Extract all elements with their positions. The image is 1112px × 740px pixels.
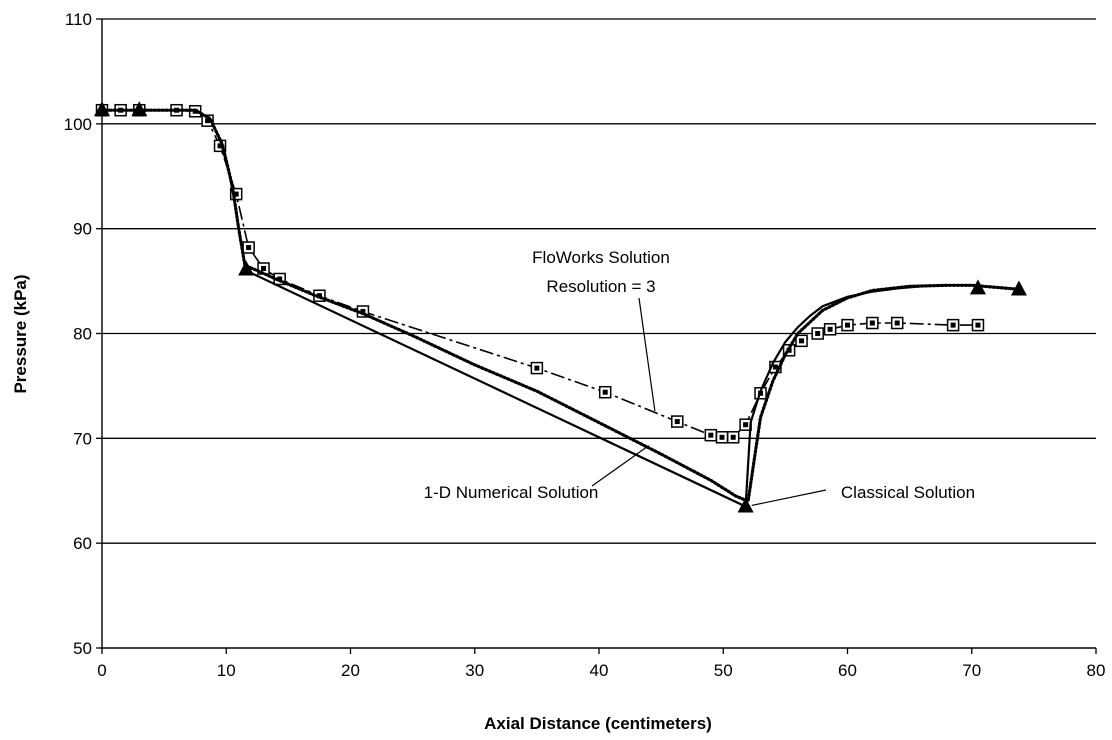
- floworks-marker-inner: [261, 266, 267, 272]
- floworks-marker-inner: [602, 389, 608, 395]
- annotation-numerical: 1-D Numerical Solution: [424, 483, 599, 502]
- floworks-marker-inner: [246, 245, 252, 251]
- floworks-marker-inner: [233, 191, 239, 197]
- classical-marker: [737, 497, 754, 513]
- floworks-marker-inner: [708, 432, 714, 438]
- floworks-marker-inner: [534, 365, 540, 371]
- classical-marker: [131, 101, 148, 117]
- x-tick-label-30: 30: [465, 661, 484, 680]
- floworks-marker-inner: [845, 322, 850, 328]
- series-layer: [94, 101, 1027, 513]
- axes: 50 60 70 80 90 100 110 0 10 20 30 40 50 60 70 80: [64, 10, 1106, 680]
- annotation-floworks-line2: Resolution = 3: [546, 277, 655, 296]
- leader-floworks: [638, 297, 656, 412]
- floworks-marker-inner: [950, 322, 956, 328]
- classical-marker: [969, 279, 986, 295]
- annotation-floworks-line1: FloWorks Solution: [532, 248, 670, 267]
- x-axis-title: Axial Distance (centimeters): [484, 714, 712, 733]
- floworks-marker-inner: [894, 320, 900, 326]
- y-tick-label-60: 60: [73, 534, 92, 553]
- y-axis-title: Pressure (kPa): [11, 274, 30, 393]
- floworks-marker-inner: [975, 322, 981, 328]
- x-tick-label-10: 10: [217, 661, 236, 680]
- annotation-classical: Classical Solution: [841, 483, 975, 502]
- floworks-marker-inner: [815, 331, 821, 336]
- floworks-marker-inner: [277, 276, 283, 282]
- floworks-marker-inner: [719, 434, 725, 440]
- classical-marker: [238, 260, 255, 276]
- y-tick-label-100: 100: [64, 115, 92, 134]
- leader-classical: [751, 489, 827, 507]
- annotations: FloWorks Solution Resolution = 3 1-D Num…: [424, 248, 975, 507]
- floworks-marker-inner: [730, 434, 736, 440]
- floworks-marker-inner: [743, 422, 749, 428]
- x-tick-label-20: 20: [341, 661, 360, 680]
- floworks-marker-inner: [869, 320, 875, 326]
- y-tick-label-90: 90: [73, 220, 92, 239]
- floworks-marker-inner: [799, 338, 805, 344]
- series-floworks-line: [102, 109, 978, 439]
- y-tick-label-80: 80: [73, 325, 92, 344]
- y-tick-label-50: 50: [73, 639, 92, 658]
- y-tick-label-110: 110: [65, 10, 92, 29]
- series-classical-line: [102, 109, 978, 509]
- x-tick-label-0: 0: [97, 661, 106, 680]
- floworks-marker-inner: [316, 293, 322, 299]
- series-numerical-line: [100, 108, 1024, 504]
- x-tick-label-40: 40: [590, 661, 609, 680]
- y-tick-label-70: 70: [73, 429, 92, 448]
- floworks-marker-inner: [674, 419, 680, 425]
- grid-lines: [102, 18, 1096, 544]
- x-tick-label-50: 50: [714, 661, 733, 680]
- floworks-marker-inner: [772, 364, 778, 370]
- classical-marker: [1010, 280, 1027, 296]
- floworks-marker-inner: [360, 308, 366, 314]
- floworks-marker-inner: [217, 143, 223, 149]
- x-tick-label-60: 60: [838, 661, 857, 680]
- floworks-marker-inner: [827, 326, 833, 332]
- floworks-marker-inner: [205, 118, 211, 124]
- leader-numerical: [591, 445, 650, 487]
- x-tick-label-70: 70: [962, 661, 981, 680]
- x-tick-label-80: 80: [1087, 661, 1106, 680]
